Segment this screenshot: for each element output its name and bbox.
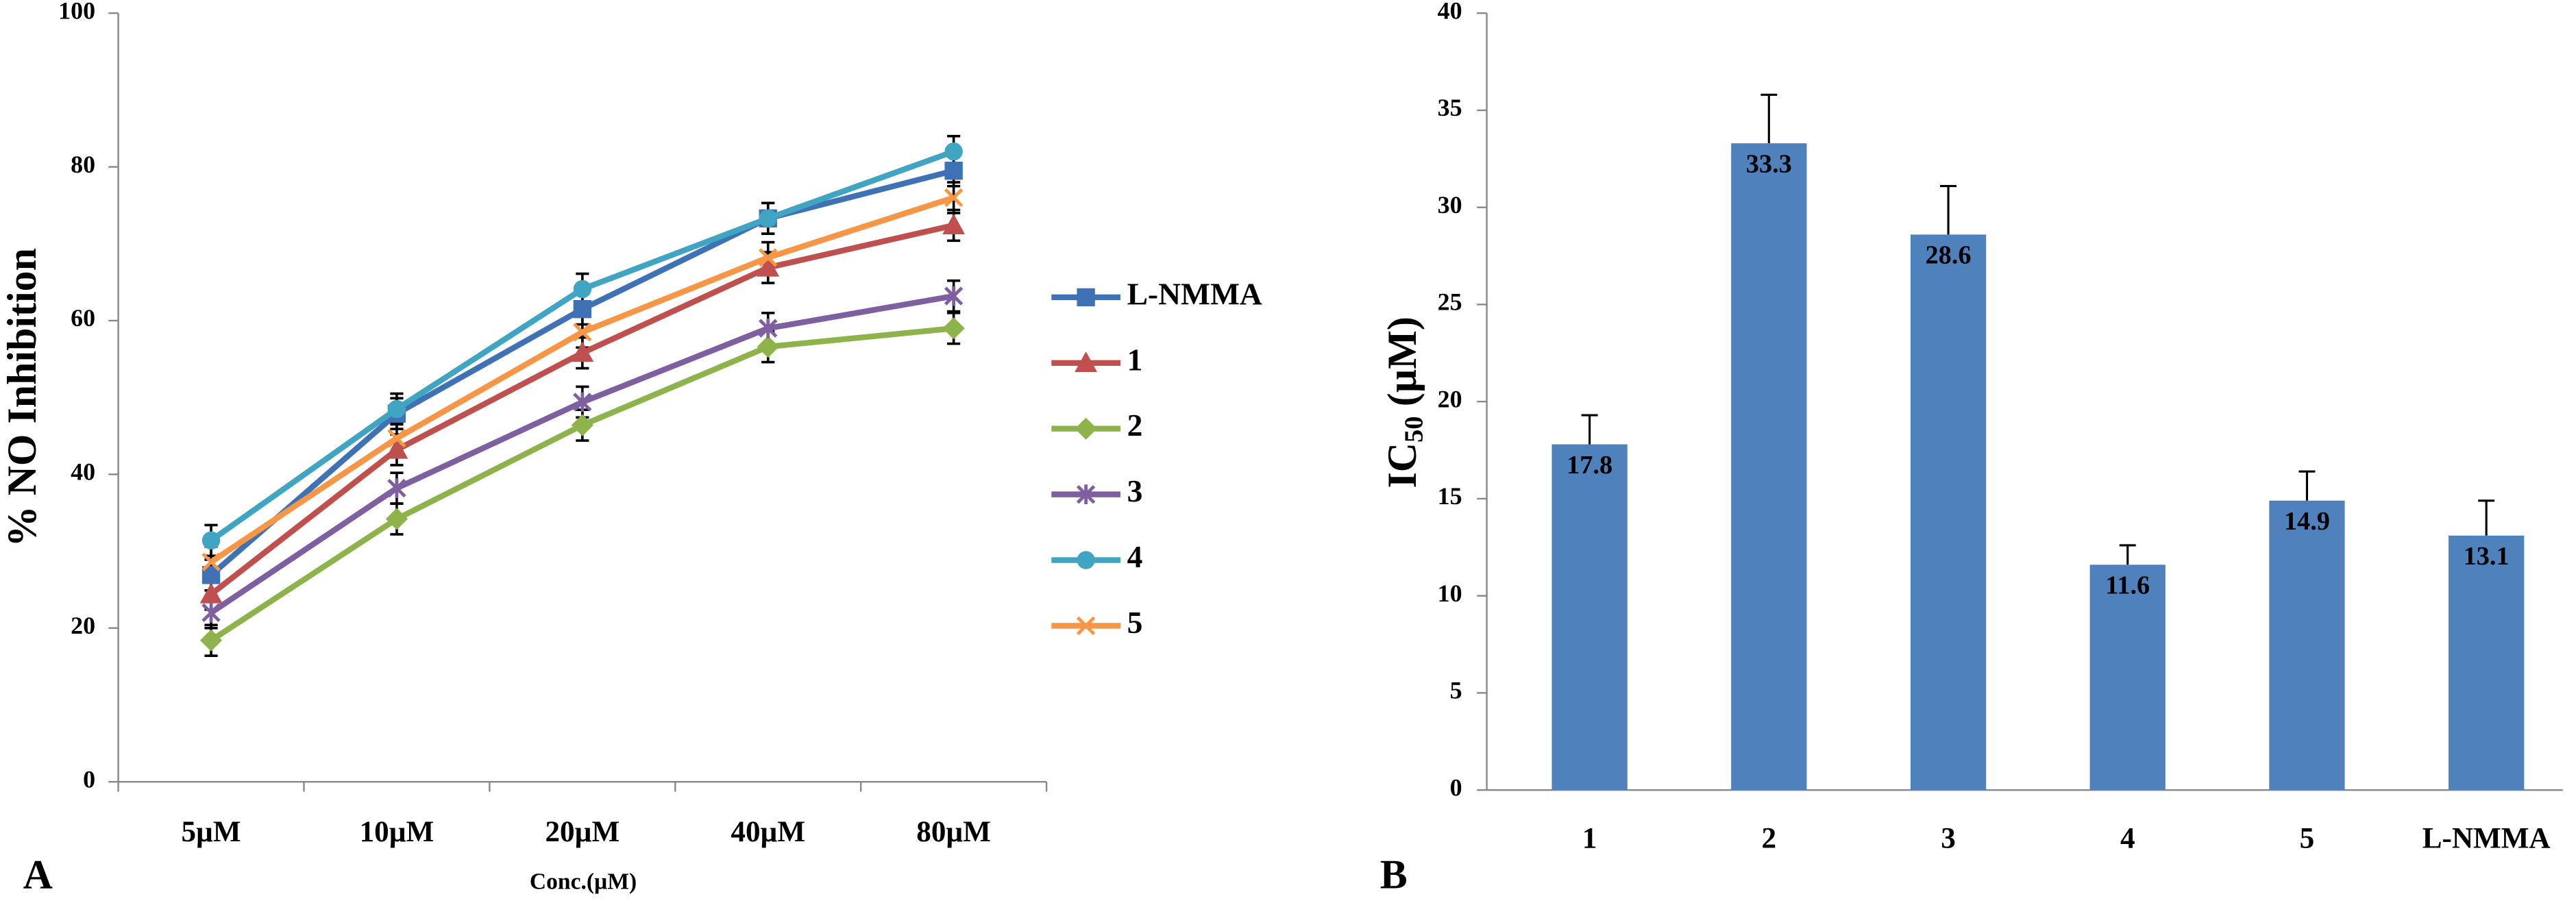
data-point (757, 336, 779, 358)
error-bar (1761, 93, 1778, 144)
legend-marker (1077, 288, 1095, 307)
data-point (387, 399, 406, 419)
y-tick-label: 30 (1438, 191, 1462, 219)
error-bar (1581, 414, 1598, 445)
x-tick-label: 20µM (545, 816, 620, 848)
y-axis-label: IC50 (µM) (1379, 317, 1428, 488)
legend-marker (1076, 484, 1096, 505)
x-tick-label: L-NMMA (2422, 822, 2551, 854)
y-tick-label: 40 (71, 458, 95, 486)
y-tick-label: 0 (83, 765, 95, 793)
data-point (759, 318, 778, 338)
data-label: 13.1 (2464, 542, 2510, 571)
data-label: 28.6 (1925, 241, 1971, 270)
bar (1910, 234, 1987, 791)
legend-label: 4 (1127, 539, 1143, 574)
error-bar (1940, 184, 1957, 235)
error-bar (2119, 544, 2136, 565)
data-point (573, 323, 592, 342)
data-point (387, 478, 406, 498)
data-point (201, 552, 221, 571)
x-tick-label: 3 (1941, 822, 1956, 854)
y-tick-label: 15 (1438, 482, 1462, 510)
legend-marker (1075, 417, 1097, 440)
bar (2269, 500, 2345, 791)
y-tick-label: 40 (1438, 0, 1462, 24)
bar (2449, 535, 2525, 791)
legend-marker (1075, 351, 1098, 373)
data-point (757, 256, 780, 277)
data-point (199, 629, 223, 652)
x-tick-label: 5µM (181, 816, 241, 848)
legend-label: 3 (1127, 473, 1143, 508)
y-tick-label: 60 (71, 304, 95, 332)
legend-label: 1 (1127, 342, 1143, 377)
data-point (759, 209, 777, 227)
data-point (944, 286, 964, 306)
y-tick-label: 0 (1450, 773, 1462, 801)
data-point (201, 531, 221, 550)
data-point (944, 188, 964, 208)
x-tick-label: 1 (1582, 822, 1597, 854)
legend-label: 2 (1127, 408, 1143, 443)
data-point (759, 248, 778, 267)
y-tick-label: 100 (58, 0, 95, 24)
data-point (571, 341, 594, 362)
bar (1551, 444, 1628, 791)
y-label-suffix: (µM) (1379, 317, 1425, 406)
data-label: 33.3 (1746, 150, 1792, 179)
y-tick-label: 80 (71, 151, 95, 178)
bar (2089, 565, 2166, 791)
data-point (199, 582, 223, 604)
data-point (385, 438, 408, 459)
x-tick-label: 5 (2300, 822, 2315, 854)
panel-label: A (23, 852, 53, 897)
bar (1731, 143, 1807, 791)
legend-label: 5 (1127, 605, 1143, 640)
data-point (944, 162, 963, 180)
data-point (385, 508, 408, 530)
x-tick-label: 80µM (916, 816, 991, 848)
data-point (573, 392, 592, 412)
y-tick-label: 10 (1438, 580, 1462, 607)
data-point (387, 428, 406, 448)
x-tick-label: 4 (2120, 822, 2135, 854)
y-tick-label: 20 (1438, 385, 1462, 412)
y-tick-label: 35 (1438, 94, 1462, 121)
x-tick-label: 40µM (731, 816, 805, 848)
data-label: 11.6 (2105, 571, 2150, 600)
legend-marker (1077, 551, 1095, 569)
panel-label: B (1380, 852, 1408, 897)
data-point (944, 142, 963, 161)
data-point (201, 602, 221, 623)
legend-label: L-NMMA (1127, 276, 1262, 311)
x-tick-label: 10µM (360, 816, 434, 848)
data-point (573, 299, 592, 319)
y-label-text: IC (1379, 443, 1425, 488)
y-tick-label: 25 (1438, 288, 1462, 316)
x-tick-label: 2 (1762, 822, 1777, 854)
data-point (573, 280, 592, 299)
x-axis-label: Conc.(µM) (530, 869, 637, 894)
y-tick-label: 20 (71, 612, 95, 639)
y-label-subscript: 50 (1399, 417, 1428, 443)
error-bar (2478, 499, 2495, 536)
data-point (942, 317, 965, 340)
data-point (942, 213, 966, 235)
y-axis-label: % NO Inhibition (0, 248, 45, 547)
error-bar (2298, 470, 2316, 501)
data-point (571, 414, 593, 436)
data-label: 17.8 (1567, 451, 1612, 480)
data-label: 14.9 (2284, 507, 2330, 536)
y-tick-label: 5 (1450, 677, 1462, 704)
legend-marker (1076, 616, 1096, 636)
